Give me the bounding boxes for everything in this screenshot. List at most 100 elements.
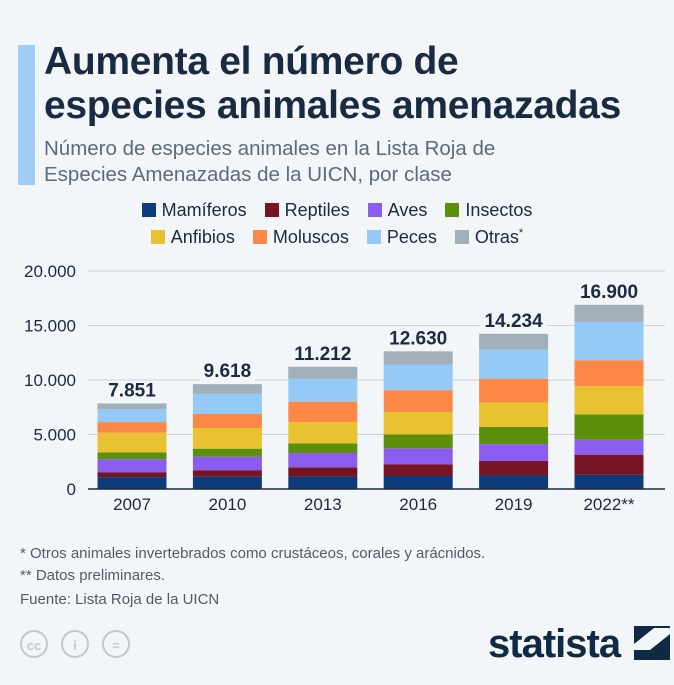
- legend-swatch: [367, 203, 382, 217]
- bar-segment-insectos-2010: [192, 448, 262, 457]
- bar-segment-peces-2016: [383, 364, 453, 391]
- title-line-2: especies animales amenazadas: [44, 84, 621, 127]
- bar-segment-otras-2016: [383, 351, 453, 365]
- legend-swatch: [252, 230, 267, 244]
- chart-title: Aumenta el número de especies animales a…: [44, 40, 621, 128]
- bar-segment-aves-2007: [97, 459, 167, 473]
- x-tick-label: 2013: [304, 495, 342, 514]
- bar-segment-mamíferos-2010: [192, 476, 262, 489]
- total-label-bg: [104, 380, 161, 402]
- total-label: 16.900: [580, 282, 638, 303]
- title-line-1: Aumenta el número de: [44, 40, 459, 83]
- by-icon: i: [61, 630, 89, 658]
- bar-segment-mamíferos-2013: [288, 476, 358, 489]
- legend-label: Mamíferos: [161, 200, 247, 220]
- total-label-bg: [199, 361, 256, 383]
- bar-segment-peces-2019: [479, 349, 549, 379]
- x-tick-label: 2022**: [583, 495, 634, 514]
- total-label: 12.630: [389, 328, 447, 349]
- bar-segment-peces-2010: [192, 393, 262, 414]
- legend-label: Anfibios: [170, 227, 235, 247]
- y-tick-label: 0: [67, 480, 76, 499]
- bar-segment-anfibios-2019: [479, 402, 549, 427]
- legend-label: Otras: [474, 227, 519, 247]
- legend-item-reptiles: Reptiles: [264, 200, 350, 221]
- legend-swatch: [445, 203, 460, 217]
- y-tick-label: 5.000: [33, 426, 76, 445]
- footnote-others: * Otros animales invertebrados como crus…: [20, 545, 486, 562]
- legend-label: Aves: [387, 200, 428, 220]
- bar-segment-reptiles-2022: [574, 454, 644, 475]
- source: Fuente: Lista Roja de la UICN: [20, 591, 220, 608]
- bar-segment-reptiles-2007: [97, 472, 167, 478]
- y-tick-label: 10.000: [24, 371, 76, 390]
- legend-swatch: [454, 230, 469, 244]
- bar-segment-mamíferos-2007: [97, 477, 167, 489]
- x-tick-label: 2019: [495, 495, 533, 514]
- legend-label: Insectos: [465, 200, 533, 220]
- total-label: 14.234: [485, 311, 544, 332]
- legend-item-aves: Aves: [367, 200, 428, 221]
- brand-name: statista: [488, 622, 621, 666]
- bar-segment-reptiles-2010: [192, 470, 262, 477]
- legend-item-anfibios: Anfibios: [150, 227, 235, 248]
- bar-segment-aves-2010: [192, 456, 262, 471]
- bar-segment-mamíferos-2016: [383, 475, 453, 489]
- legend-item-mamíferos: Mamíferos: [141, 200, 247, 221]
- y-tick-label: 20.000: [24, 262, 76, 281]
- x-tick-label: 2010: [208, 495, 246, 514]
- bar-segment-insectos-2007: [97, 452, 167, 460]
- total-label-bg: [385, 328, 452, 350]
- legend-swatch: [264, 203, 279, 217]
- total-label: 9.618: [204, 361, 252, 382]
- total-label-bg: [290, 343, 356, 365]
- bar-segment-moluscos-2022: [574, 360, 644, 387]
- total-label: 11.212: [294, 344, 351, 365]
- bar-segment-otras-2019: [479, 333, 549, 350]
- bar-segment-moluscos-2016: [383, 390, 453, 412]
- bar-segment-aves-2022: [574, 439, 644, 455]
- subtitle-line-2: Especies Amenazadas de la UICN, por clas…: [44, 163, 452, 186]
- y-tick-label: 15.000: [24, 317, 76, 336]
- bar-segment-insectos-2016: [383, 434, 453, 449]
- bar-segment-anfibios-2022: [574, 386, 644, 415]
- bar-segment-moluscos-2007: [97, 422, 167, 433]
- legend-item-insectos: Insectos: [445, 200, 532, 221]
- nd-icon: =: [102, 630, 130, 658]
- bar-segment-peces-2022: [574, 321, 644, 361]
- bar-segment-otras-2013: [288, 366, 358, 379]
- legend-swatch: [150, 230, 165, 244]
- bar-segment-insectos-2019: [479, 426, 549, 445]
- bar-segment-reptiles-2019: [479, 460, 549, 476]
- chart-subtitle: Número de especies animales en la Lista …: [44, 136, 495, 188]
- accent-bar: [18, 45, 35, 185]
- bar-segment-moluscos-2010: [192, 413, 262, 429]
- bar-segment-insectos-2013: [288, 443, 358, 454]
- statista-mark-icon: [634, 626, 671, 660]
- legend-swatch: [366, 230, 381, 244]
- bar-segment-mamíferos-2022: [574, 474, 644, 489]
- stacked-bar-chart: 0 5.000 10.000 15.000 20.000 7.851 2007 9.618 20…: [24, 262, 665, 514]
- bar-segment-insectos-2022: [574, 414, 644, 440]
- bar-segment-anfibios-2016: [383, 411, 453, 435]
- legend-label: Moluscos: [272, 227, 349, 247]
- bar-segment-anfibios-2010: [192, 428, 262, 449]
- legend-swatch: [141, 203, 156, 217]
- x-tick-label: 2016: [399, 495, 437, 514]
- cc-icon: cc: [20, 630, 48, 658]
- bar-segment-mamíferos-2019: [479, 475, 549, 489]
- legend-row-1: Mamíferos Reptiles Aves Insectos: [0, 200, 674, 221]
- total-label-bg: [575, 281, 643, 303]
- bar-segment-otras-2010: [192, 384, 262, 394]
- legend-label: Reptiles: [284, 200, 350, 220]
- bar-segment-peces-2007: [97, 408, 167, 423]
- footnote-preliminary: ** Datos preliminares.: [20, 567, 166, 584]
- legend-item-otras: Otras*: [454, 227, 523, 248]
- legend-row-2: Anfibios Moluscos Peces Otras*: [0, 227, 674, 248]
- bar-segment-otras-2022: [574, 304, 644, 322]
- statista-logo: statista: [488, 622, 671, 667]
- bar-segment-peces-2013: [288, 378, 358, 402]
- bar-segment-reptiles-2016: [383, 464, 453, 476]
- bar-segment-aves-2013: [288, 453, 358, 468]
- bar-segment-moluscos-2013: [288, 401, 358, 423]
